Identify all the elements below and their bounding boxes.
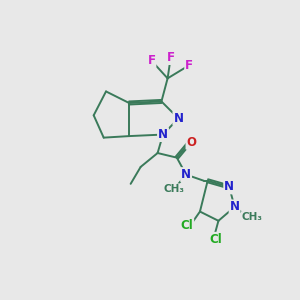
Text: N: N	[158, 128, 168, 141]
Text: N: N	[230, 200, 240, 213]
Text: F: F	[167, 51, 175, 64]
Text: F: F	[185, 59, 193, 72]
Text: N: N	[181, 168, 191, 181]
Text: Cl: Cl	[181, 219, 193, 232]
Text: CH₃: CH₃	[163, 184, 184, 194]
Text: N: N	[224, 180, 234, 194]
Text: CH₃: CH₃	[242, 212, 263, 222]
Text: O: O	[187, 136, 196, 149]
Text: N: N	[173, 112, 183, 125]
Text: Cl: Cl	[209, 233, 222, 246]
Text: F: F	[147, 54, 155, 67]
